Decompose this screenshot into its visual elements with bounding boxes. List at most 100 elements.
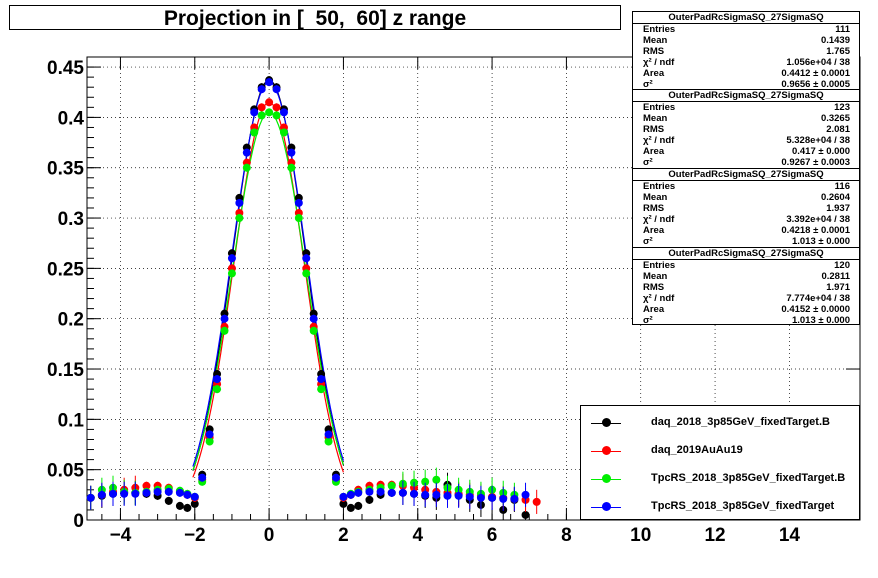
stats-label: χ² / ndf [643,214,675,225]
chart-title: Projection in [ 50, 60] z range [9,5,621,30]
legend-entry: daq_2019AuAu19 [581,442,859,462]
stats-label: Entries [643,24,676,35]
data-point-3-15 [227,254,236,263]
stats-label: Entries [643,102,676,113]
stats-value: 0.9656 ± 0.0005 [781,79,850,90]
stats-row: Entries 123 [633,102,859,113]
data-point-3-0 [86,493,95,502]
data-point-3-17 [242,148,251,157]
stats-box: OuterPadRcSigmaSQ_27SigmaSQ Entries 123 Mea… [632,89,860,169]
data-point-1-5 [142,481,151,490]
data-point-3-34 [376,487,385,496]
data-point-2-20 [265,108,274,117]
legend-marker-icon [602,446,611,455]
data-point-3-36 [398,488,407,497]
stats-value: 0.2811 [821,271,850,282]
stats-value: 0.4412 ± 0.0001 [781,68,850,79]
data-point-3-29 [331,473,340,482]
data-point-2-22 [279,128,288,137]
stats-label: Mean [643,271,668,282]
stats-value: 1.765 [826,46,850,57]
stats-row: Mean 0.2811 [633,271,859,282]
data-point-3-5 [142,488,151,497]
stats-label: Area [643,304,665,315]
legend-entry: TpcRS_2018_3p85GeV_fixedTarget.B [581,470,859,490]
data-point-3-10 [190,492,199,501]
y-tick-label-5: 0.25 [47,259,84,280]
data-point-3-32 [354,488,363,497]
stats-label: χ² / ndf [643,293,675,304]
data-point-0-32 [354,501,363,510]
stats-value: 0.4152 ± 0.0000 [781,304,850,315]
stats-value: 7.774e+04 / 38 [786,293,850,304]
stats-label: RMS [643,46,665,57]
stats-value: 123 [834,102,850,113]
data-point-1-48 [532,497,541,506]
data-point-2-27 [317,385,326,394]
data-point-2-13 [213,385,222,394]
stats-box: OuterPadRcSigmaSQ_27SigmaSQ Entries 116 Mea… [632,168,860,248]
y-tick-label-1: 0.05 [47,461,84,482]
stats-label: Area [643,146,665,157]
data-point-3-40 [443,491,452,500]
stats-label: Entries [643,181,676,192]
data-point-2-25 [302,269,311,278]
data-point-3-2 [109,489,118,498]
stats-row: σ² 0.9267 ± 0.0003 [633,157,859,168]
data-point-3-3 [120,489,129,498]
stats-row: Entries 120 [633,260,859,271]
data-point-3-42 [465,492,474,501]
stats-value: 0.3265 [820,113,850,124]
legend: daq_2018_3p85GeV_fixedTarget.B daq_2019Au… [580,405,860,520]
stats-row: RMS 1.765 [633,46,859,57]
stats-label: Entries [643,260,676,271]
data-point-3-4 [131,489,140,498]
y-tick-label-8: 0.4 [58,108,85,129]
data-point-0-9 [183,503,192,512]
data-point-1-19 [257,103,266,112]
data-point-2-19 [257,111,266,120]
x-tick-label-0: −4 [110,525,132,546]
stats-box-title: OuterPadRcSigmaSQ_27SigmaSQ [633,169,859,181]
data-point-3-33 [365,487,374,496]
stats-value: 1.013 ± 0.000 [791,236,850,247]
data-point-3-11 [198,473,207,482]
data-point-3-38 [421,490,430,499]
y-tick-label-3: 0.15 [47,360,84,381]
data-point-1-20 [265,98,274,107]
data-point-3-46 [510,494,519,503]
data-point-2-15 [227,269,236,278]
stats-label: Mean [643,35,668,46]
stats-box-title: OuterPadRcSigmaSQ_27SigmaSQ [633,248,859,260]
data-point-0-10 [190,499,199,508]
data-point-3-8 [175,488,184,497]
data-point-3-47 [521,490,530,499]
stats-label: Area [643,225,665,236]
stats-row: Area 0.4412 ± 0.0001 [633,68,859,79]
stats-row: Entries 111 [633,24,859,35]
data-point-2-16 [235,214,244,223]
data-point-3-31 [346,490,355,499]
stats-value: 0.417 ± 0.000 [791,146,850,157]
stats-row: Entries 116 [633,181,859,192]
stats-label: χ² / ndf [643,57,675,68]
stats-row: Area 0.4152 ± 0.0000 [633,304,859,315]
data-point-3-28 [324,430,333,439]
data-point-3-19 [257,85,266,94]
data-point-3-23 [287,148,296,157]
legend-entry: TpcRS_2018_3p85GeV_fixedTarget [581,498,859,518]
data-point-2-26 [309,326,318,335]
data-point-3-35 [387,488,396,497]
data-point-3-44 [488,493,497,502]
stats-box: OuterPadRcSigmaSQ_27SigmaSQ Entries 120 Mea… [632,247,860,326]
stats-box-title: OuterPadRcSigmaSQ_27SigmaSQ [633,90,859,102]
stats-value: 1.056e+04 / 38 [786,57,850,68]
data-point-3-30 [339,492,348,501]
data-point-0-8 [175,501,184,510]
x-tick-label-5: 6 [487,525,498,546]
legend-label: TpcRS_2018_3p85GeV_fixedTarget.B [651,472,846,484]
stats-label: Area [643,68,665,79]
stats-value: 1.937 [826,203,850,214]
data-point-0-7 [164,496,173,505]
data-point-3-39 [432,490,441,499]
